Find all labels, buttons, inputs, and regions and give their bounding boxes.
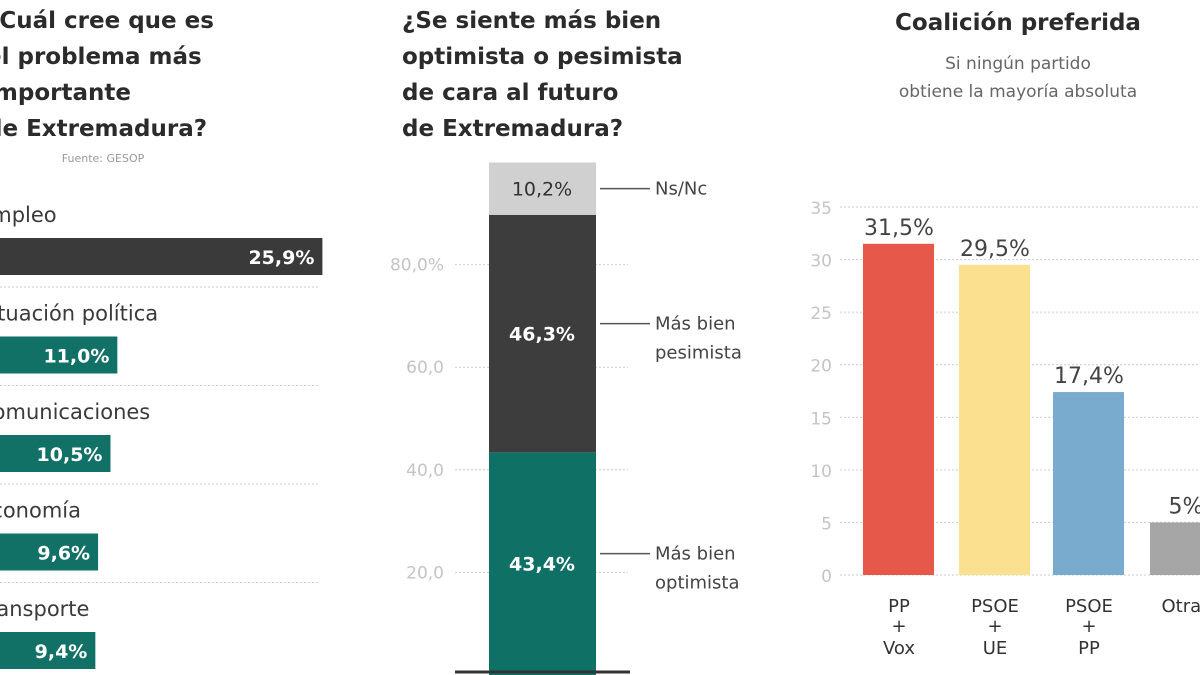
chart2-segment-label: Más bien [655, 314, 736, 335]
chart1-bar [0, 435, 111, 472]
chart2-y-tick-label: 40,0 [406, 461, 444, 481]
chart3-value-label: 31,5% [864, 216, 934, 241]
chart2-value-label: 43,4% [509, 554, 575, 576]
chart3-y-tick-label: 25 [810, 304, 832, 324]
chart2-segment-label: optimista [655, 573, 740, 594]
chart3-y-tick-label: 0 [821, 567, 832, 587]
chart3-value-label: 29,5% [960, 237, 1030, 262]
chart1-category-label: Empleo [0, 203, 57, 227]
chart3-y-tick-label: 35 [810, 199, 832, 219]
chart2-title-line: ¿Se siente más bien [402, 8, 661, 34]
chart2-value-label: 46,3% [509, 324, 575, 346]
chart3-category-label: PSOE [971, 596, 1019, 617]
chart2-segment [489, 162, 596, 215]
chart1-value-label: 9,6% [37, 543, 90, 565]
chart2-y-tick-label: 60,0 [406, 358, 444, 378]
chart1-category-label: Transporte [0, 597, 89, 621]
chart2-y-tick-label: 80,0% [390, 256, 444, 276]
chart1-bar [0, 336, 118, 374]
chart3-bar [959, 264, 1030, 575]
chart3-category-label: + [891, 616, 906, 637]
chart1-bar [0, 632, 96, 669]
chart1-title-line: importante [0, 80, 131, 106]
chart3-bar [863, 243, 934, 576]
chart1-category-label: Economía [0, 499, 81, 523]
chart1-bar [0, 238, 323, 275]
chart3-category-label: PP [1078, 638, 1100, 659]
chart2-y-tick-label: 20,0 [406, 563, 444, 583]
chart3-y-tick-label: 15 [810, 409, 832, 429]
chart2-value-label: 10,2% [512, 179, 572, 201]
chart1-source: Fuente: GESOP [62, 152, 145, 165]
chart3-value-label: 17,4% [1054, 364, 1124, 389]
chart2-segment-label: pesimista [655, 343, 742, 364]
chart1-title-line: de Extremadura? [0, 116, 207, 142]
chart3-subtitle-line: obtiene la mayoría absoluta [899, 82, 1137, 102]
chart3-value-label: 5% [1169, 494, 1200, 519]
chart2-segment-label: Ns/Nc [655, 179, 707, 200]
chart3-bar [1053, 392, 1124, 575]
chart3-category-label: PSOE [1065, 596, 1113, 617]
chart2-segment-label: Más bien [655, 544, 736, 565]
chart2-segment [489, 214, 596, 453]
chart3-y-tick-label: 5 [821, 514, 832, 534]
chart3-category-label: PP [888, 596, 910, 617]
chart3-category-label: UE [983, 638, 1008, 659]
chart2-title-line: optimista o pesimista [402, 44, 683, 70]
chart3-y-tick-label: 30 [810, 252, 832, 272]
chart2-title-line: de Extremadura? [402, 116, 623, 142]
chart3-category-label: + [1081, 616, 1096, 637]
chart1-category-label: Comunicaciones [0, 400, 150, 424]
chart1-value-label: 25,9% [248, 247, 314, 269]
chart1-title-line: el problema más [0, 44, 202, 70]
chart3-category-label: Vox [883, 638, 915, 659]
chart2-title-line: de cara al futuro [402, 80, 618, 106]
chart3-y-tick-label: 10 [810, 462, 832, 482]
chart1-value-label: 10,5% [37, 444, 103, 466]
chart1-category-label: Situación política [0, 302, 158, 326]
chart3-y-tick-label: 20 [810, 357, 832, 377]
chart3-subtitle-line: Si ningún partido [945, 54, 1091, 74]
chart3-bar [1150, 522, 1200, 575]
chart3-title: Coalición preferida [895, 10, 1141, 36]
chart1-value-label: 11,0% [43, 346, 109, 368]
chart1-bar [0, 533, 99, 571]
chart1-value-label: 9,4% [35, 641, 88, 663]
chart3-category-label: Otras [1161, 596, 1200, 617]
chart1-title-line: ¿Cuál cree que es [0, 8, 214, 34]
chart2-segment [489, 452, 596, 675]
chart3-category-label: + [987, 616, 1002, 637]
